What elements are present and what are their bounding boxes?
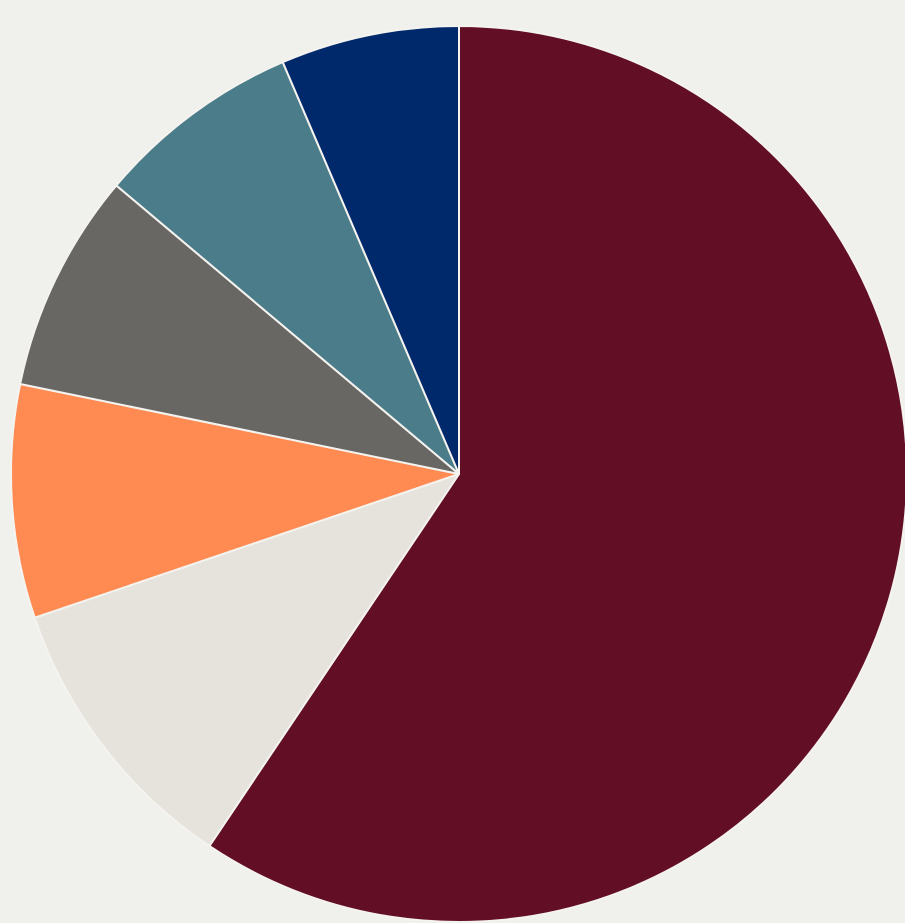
pie-slice-5 [115,61,460,475]
pie-slice-4 [19,184,460,475]
pie-slice-1 [208,25,905,923]
pie-slice-2 [33,473,460,848]
pie-slice-3 [10,383,460,619]
pie-slice-6 [281,25,460,475]
